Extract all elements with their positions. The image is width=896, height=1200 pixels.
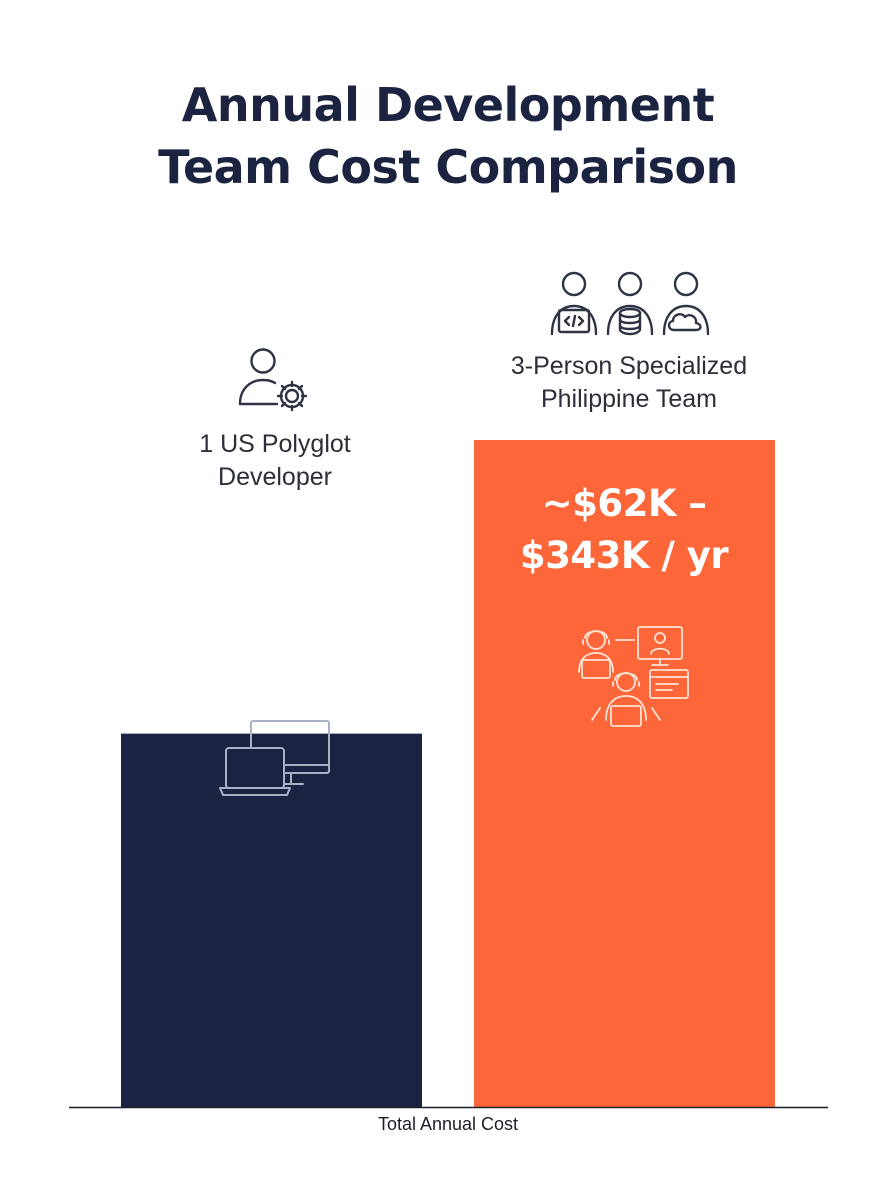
- category-label-us-developer: 1 US Polyglot Developer: [105, 428, 445, 494]
- developer-team-icon: [550, 271, 710, 336]
- value-label-us-developer: $86K – $192K / yr: [121, 570, 421, 674]
- category-label-line: Philippine Team: [540, 385, 718, 413]
- category-label-line: 3-Person Specialized: [510, 352, 748, 380]
- chart-title-line-2: Team Cost Comparison: [158, 140, 738, 194]
- category-label-line: 1 US Polyglot: [199, 430, 351, 458]
- category-label-philippine-team: 3-Person Specialized Philippine Team: [464, 350, 794, 416]
- value-label-line: ~$62K –: [541, 482, 707, 525]
- bar-philippine-team: [474, 440, 775, 1107]
- user-gear-icon: [238, 348, 308, 412]
- value-label-line: $343K / yr: [519, 534, 729, 577]
- chart-title-line-1: Annual Development: [181, 78, 715, 132]
- laptop-monitor-icon: [219, 720, 330, 796]
- value-label-line: $86K –: [203, 574, 339, 617]
- x-axis-label: Total Annual Cost: [377, 1114, 519, 1134]
- support-team-icon: [578, 626, 689, 727]
- category-label-line: Developer: [218, 463, 332, 491]
- value-label-line: $192K / yr: [166, 626, 376, 669]
- value-label-philippine-team: ~$62K – $343K / yr: [474, 478, 774, 582]
- chart-title: Annual Development Team Cost Comparison: [0, 74, 896, 198]
